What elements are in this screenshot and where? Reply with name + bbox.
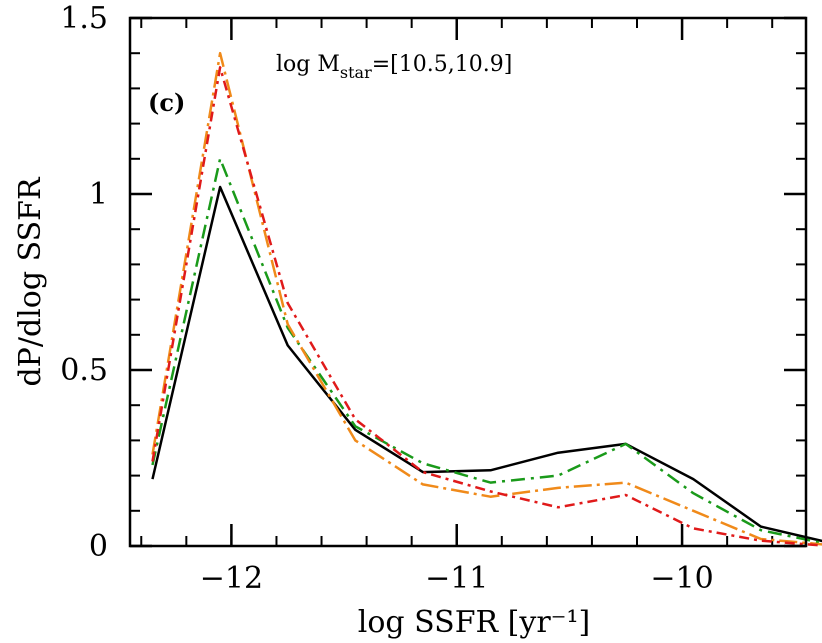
y-axis-label: dP/dlog SSFR	[13, 176, 48, 386]
x-tick-label: −11	[425, 561, 488, 596]
y-tick-label: 0.5	[60, 353, 108, 388]
series-line-2	[151, 157, 822, 545]
mass-annotation-subscript: star	[340, 63, 372, 82]
x-axis-label: log SSFR [yr⁻¹]	[358, 605, 590, 640]
y-tick-label: 1	[89, 177, 108, 212]
tick-labels: −12 −11 −10 0 0.5 1 1.5	[60, 1, 713, 596]
x-tick-label: −12	[200, 561, 263, 596]
series-line-4	[151, 66, 822, 547]
x-tick-label: −10	[650, 561, 713, 596]
y-tick-label: 0	[89, 529, 108, 564]
y-tick-label: 1.5	[60, 1, 108, 36]
series-line-1	[151, 185, 822, 543]
mass-annotation-prefix: log M	[276, 52, 340, 77]
panel-label: (c)	[148, 88, 185, 117]
series-line-3	[151, 51, 822, 546]
mass-annotation-suffix: =[10.5,10.9]	[372, 52, 513, 77]
minor-ticks	[130, 17, 806, 547]
mass-annotation: log Mstar=[10.5,10.9]	[276, 52, 512, 82]
plot-frame	[128, 16, 808, 548]
series-layer	[151, 51, 822, 547]
